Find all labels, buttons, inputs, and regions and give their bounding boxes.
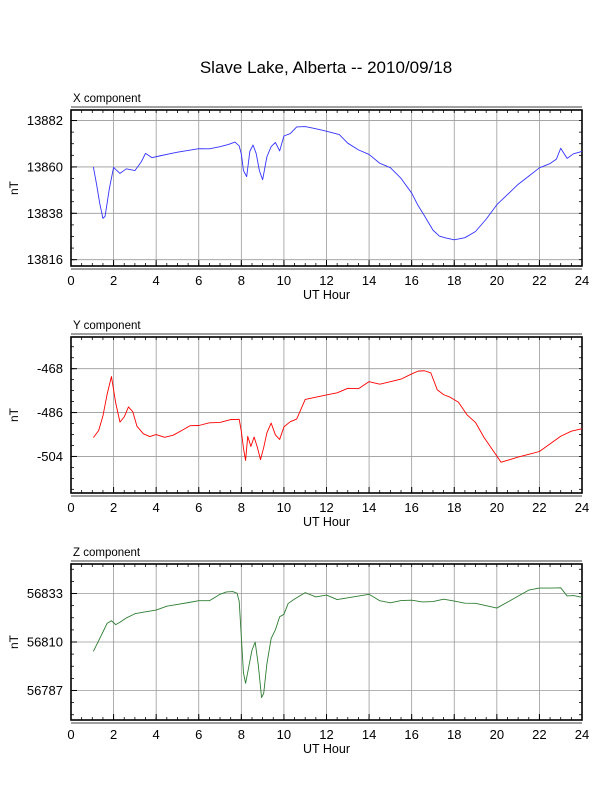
plot-frame <box>70 563 583 721</box>
y-tick-label: 13838 <box>27 206 63 221</box>
x-tick-label: 0 <box>67 273 74 288</box>
x-tick-label: 16 <box>404 500 418 515</box>
x-tick-label: 14 <box>362 273 376 288</box>
y-tick-label: 13816 <box>27 252 63 267</box>
x-tick-label: 22 <box>532 500 546 515</box>
x-tick-label: 4 <box>153 727 160 742</box>
y-tick-label: 13882 <box>27 113 63 128</box>
y-tick-label: 56810 <box>27 635 63 650</box>
x-axis-label: UT Hour <box>303 288 350 302</box>
x-tick-label: 12 <box>319 500 333 515</box>
panel-1: 0 2 4 6 8 10 12 14 16 18 20 22 241381613838138601388… <box>7 93 589 302</box>
x-tick-label: 18 <box>447 727 461 742</box>
y-tick-label: 13860 <box>27 159 63 174</box>
series-line-1 <box>92 126 583 241</box>
y-tick-label: -486 <box>37 405 63 420</box>
x-tick-label: 2 <box>110 727 117 742</box>
y-tick-label: -504 <box>37 449 63 464</box>
x-tick-label: 6 <box>195 727 202 742</box>
plot-frame <box>70 336 583 494</box>
x-tick-label: 8 <box>238 273 245 288</box>
x-tick-label: 4 <box>153 273 160 288</box>
x-tick-label: 0 <box>67 727 74 742</box>
y-axis-label: nT <box>7 634 21 649</box>
y-axis-label: nT <box>7 180 21 195</box>
x-tick-label: 16 <box>404 727 418 742</box>
x-tick-label: 24 <box>575 727 589 742</box>
x-tick-label: 20 <box>490 727 504 742</box>
x-tick-label: 12 <box>319 273 333 288</box>
x-axis-label: UT Hour <box>303 515 350 529</box>
x-tick-label: 22 <box>532 727 546 742</box>
panel-label: X component <box>73 93 142 105</box>
plot-frame <box>70 109 583 267</box>
series-line-1 <box>92 370 583 463</box>
x-tick-label: 6 <box>195 500 202 515</box>
x-tick-label: 14 <box>362 727 376 742</box>
x-tick-label: 6 <box>195 273 202 288</box>
panel-label: Y component <box>73 320 141 332</box>
y-tick-label: -468 <box>37 361 63 376</box>
y-tick-label: 56833 <box>27 586 63 601</box>
x-axis-label: UT Hour <box>303 742 350 756</box>
x-tick-label: 10 <box>277 500 291 515</box>
x-tick-label: 16 <box>404 273 418 288</box>
x-tick-label: 20 <box>490 500 504 515</box>
y-axis-label: nT <box>7 407 21 422</box>
x-tick-label: 2 <box>110 273 117 288</box>
x-tick-label: 24 <box>575 500 589 515</box>
x-tick-label: 24 <box>575 273 589 288</box>
x-tick-label: 20 <box>490 273 504 288</box>
x-tick-label: 2 <box>110 500 117 515</box>
x-tick-label: 10 <box>277 273 291 288</box>
series-line-1 <box>92 587 583 698</box>
y-tick-label: 56787 <box>27 683 63 698</box>
x-tick-label: 4 <box>153 500 160 515</box>
x-tick-label: 12 <box>319 727 333 742</box>
panel-label: Z component <box>73 547 141 559</box>
x-tick-label: 22 <box>532 273 546 288</box>
x-tick-label: 8 <box>238 500 245 515</box>
x-tick-label: 18 <box>447 500 461 515</box>
chart-title: Slave Lake, Alberta -- 2010/09/18 <box>199 58 453 77</box>
x-tick-label: 14 <box>362 500 376 515</box>
x-tick-label: 10 <box>277 727 291 742</box>
x-tick-label: 8 <box>238 727 245 742</box>
x-tick-label: 18 <box>447 273 461 288</box>
x-tick-label: 0 <box>67 500 74 515</box>
